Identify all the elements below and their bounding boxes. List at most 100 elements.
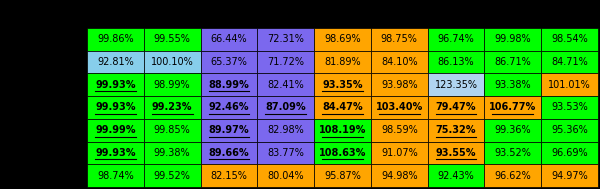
Bar [428,28,484,51]
Text: 95.36%: 95.36% [551,125,588,135]
Bar [484,51,541,74]
Bar [87,51,144,74]
Text: 87.09%: 87.09% [265,102,306,112]
Bar [200,51,257,74]
Bar [257,96,314,119]
Text: 94.97%: 94.97% [551,171,588,181]
Text: 72.31%: 72.31% [267,34,304,44]
Text: 92.81%: 92.81% [97,57,134,67]
Text: 98.99%: 98.99% [154,80,190,90]
Text: 89.66%: 89.66% [209,148,249,158]
Bar [87,28,144,51]
Bar [314,51,371,74]
Text: 99.98%: 99.98% [494,34,531,44]
Text: 98.75%: 98.75% [381,34,418,44]
Text: 99.38%: 99.38% [154,148,190,158]
Text: 100.10%: 100.10% [151,57,194,67]
Text: 99.86%: 99.86% [97,34,134,44]
Text: 66.44%: 66.44% [211,34,247,44]
Bar [200,74,257,96]
Text: 82.41%: 82.41% [268,80,304,90]
Bar [87,164,144,187]
Text: 123.35%: 123.35% [434,80,478,90]
Bar [257,28,314,51]
Text: 86.13%: 86.13% [438,57,475,67]
Bar [314,142,371,164]
Text: 84.47%: 84.47% [322,102,363,112]
Text: 80.04%: 80.04% [268,171,304,181]
Bar [371,96,428,119]
Bar [200,28,257,51]
Text: 96.74%: 96.74% [437,34,475,44]
Text: 94.98%: 94.98% [381,171,418,181]
Text: 108.19%: 108.19% [319,125,366,135]
Text: 65.37%: 65.37% [211,57,247,67]
Text: 98.69%: 98.69% [324,34,361,44]
Bar [371,164,428,187]
Bar [371,74,428,96]
Text: 98.54%: 98.54% [551,34,588,44]
Bar [257,51,314,74]
Text: 79.47%: 79.47% [436,102,476,112]
Bar [541,28,598,51]
Text: 96.69%: 96.69% [551,148,588,158]
Bar [144,96,200,119]
Bar [541,142,598,164]
Text: 71.72%: 71.72% [267,57,304,67]
Bar [200,164,257,187]
Bar [428,142,484,164]
Bar [484,164,541,187]
Text: 86.71%: 86.71% [494,57,531,67]
Text: 99.93%: 99.93% [95,148,136,158]
Bar [371,28,428,51]
Bar [428,164,484,187]
Text: 75.32%: 75.32% [436,125,476,135]
Bar [144,74,200,96]
Text: 98.74%: 98.74% [97,171,134,181]
Text: 92.43%: 92.43% [437,171,475,181]
Text: 99.23%: 99.23% [152,102,193,112]
Text: 99.55%: 99.55% [154,34,191,44]
Bar [541,51,598,74]
Text: 96.62%: 96.62% [494,171,531,181]
Text: 89.97%: 89.97% [209,125,249,135]
Bar [144,28,200,51]
Bar [371,51,428,74]
Bar [314,119,371,142]
Bar [484,74,541,96]
Text: 99.99%: 99.99% [95,125,136,135]
Bar [428,96,484,119]
Bar [144,164,200,187]
Text: 93.52%: 93.52% [494,148,531,158]
Bar [314,96,371,119]
Text: 99.93%: 99.93% [95,80,136,90]
Text: 98.59%: 98.59% [381,125,418,135]
Text: 84.10%: 84.10% [381,57,418,67]
Bar [484,96,541,119]
Bar [87,119,144,142]
Text: 82.98%: 82.98% [268,125,304,135]
Bar [144,119,200,142]
Text: 83.77%: 83.77% [267,148,304,158]
Bar [314,74,371,96]
Bar [87,142,144,164]
Bar [200,96,257,119]
Bar [484,119,541,142]
Bar [371,119,428,142]
Text: 99.93%: 99.93% [95,102,136,112]
Bar [541,119,598,142]
Bar [314,28,371,51]
Text: 81.89%: 81.89% [324,57,361,67]
Bar [428,119,484,142]
Bar [257,164,314,187]
Text: 99.36%: 99.36% [494,125,531,135]
Bar [428,74,484,96]
Bar [144,142,200,164]
Text: 95.87%: 95.87% [324,171,361,181]
Bar [257,74,314,96]
Text: 93.38%: 93.38% [494,80,531,90]
Bar [541,96,598,119]
Text: 91.07%: 91.07% [381,148,418,158]
Bar [257,119,314,142]
Bar [144,51,200,74]
